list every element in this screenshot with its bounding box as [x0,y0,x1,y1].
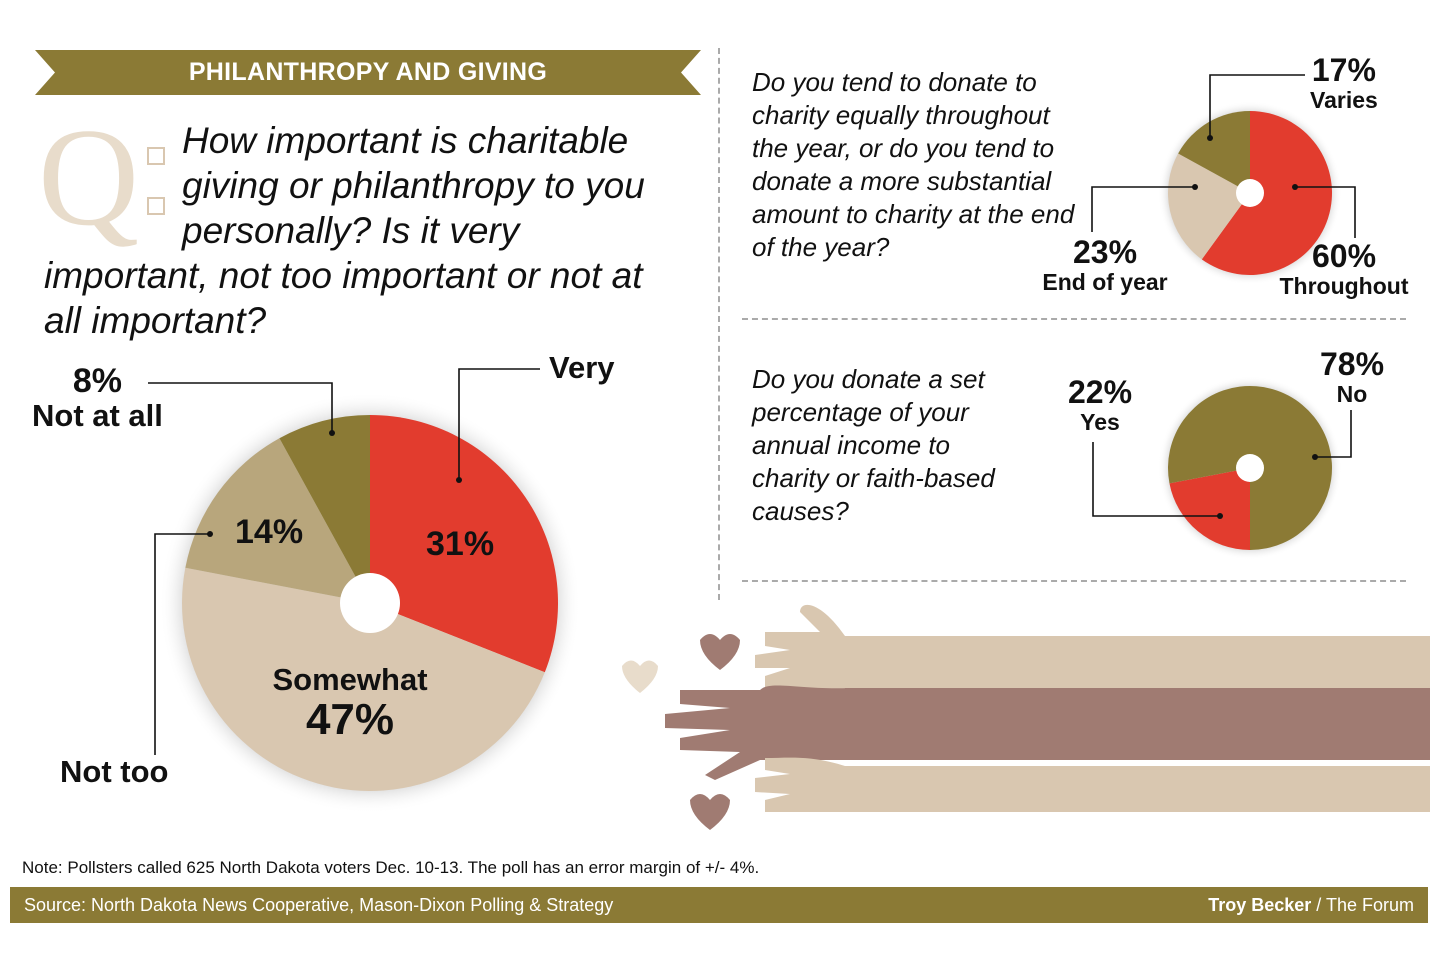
colon-square-icon [147,197,165,215]
leader-dot [456,477,462,483]
leader-line-end-of-year [1091,186,1195,232]
q-mark-logo: Q [38,100,140,255]
colon-square-icon [147,147,165,165]
arm-bottom [840,766,1430,812]
author: Troy Becker [1208,894,1312,915]
pie-slice-somewhat [182,567,545,791]
pie-slice-yes [1169,468,1250,550]
label-varies: 17% Varies [1310,52,1378,113]
pie-slice-throughout [1201,111,1333,275]
arm-top [840,636,1430,692]
heart-icon [690,794,730,830]
q-line: personally? Is it very [182,210,520,251]
q-line: giving or philanthropy to you [182,165,645,206]
horizontal-divider [742,318,1406,320]
leader-line-yes [1092,442,1220,517]
footnote: Note: Pollsters called 625 North Dakota … [22,858,760,877]
hand-bottom [755,757,845,812]
label-end-of-year: 23% End of year [1042,234,1168,295]
pie-center-hole [1236,454,1264,482]
value-very: 31% [426,525,495,563]
main-question: How important is charitable giving or ph… [44,118,684,343]
leader-line-no [1315,410,1352,458]
label-very: Very [549,350,615,385]
leader-dot [1207,135,1213,141]
pie-slice-varies [1178,111,1250,193]
leader-dot [207,531,213,537]
heart-icon [622,660,658,693]
pie-center-hole [1236,179,1264,207]
q-line: all important? [44,300,267,341]
footer-bar: Source: North Dakota News Cooperative, M… [10,887,1428,923]
section-banner: PHILANTHROPY AND GIVING [35,50,701,95]
q-line: How important is charitable [182,120,629,161]
leader-line-throughout [1295,186,1356,238]
question-3: Do you donate a set percentage of your a… [752,364,995,526]
leader-line-very [458,368,540,480]
pie-slice-not-too [185,438,370,603]
question-2: Do you tend to donate to charity equally… [752,67,1075,262]
leader-dot [1217,513,1223,519]
label-not-at-all: 8% Not at all [32,362,163,433]
byline: Troy Becker / The Forum [1208,895,1414,916]
hand-middle [665,685,850,780]
label-yes: 22% Yes [1067,374,1133,435]
leader-dot [1292,184,1298,190]
value-not-too: 14% [235,513,304,551]
pie-slice-not-at-all [279,415,370,603]
banner-title: PHILANTHROPY AND GIVING [188,58,548,86]
leader-dot [329,430,335,436]
outlet: / The Forum [1311,894,1414,915]
source-credit: Source: North Dakota News Cooperative, M… [24,894,614,915]
arm-middle [840,688,1430,760]
pie-slice-end-of-year [1168,153,1250,260]
pie-center-hole [340,573,400,633]
hands-illustration [622,604,1430,830]
label-no: 78% No [1319,346,1385,407]
hand-top [755,604,845,690]
leader-line-not-too [154,533,210,755]
leader-line-not-at-all [148,382,333,433]
label-somewhat: Somewhat 47% [272,662,428,744]
label-throughout: 60% Throughout [1279,238,1409,299]
pie-slice-very [370,415,558,673]
label-not-too: Not too [60,754,169,789]
leader-dot [1312,454,1318,460]
leader-dot [1192,184,1198,190]
vertical-divider [718,48,720,600]
q-line: important, not too important or not at [44,255,643,296]
horizontal-divider [742,580,1406,582]
heart-icon [700,634,740,670]
leader-line-varies [1209,74,1305,138]
